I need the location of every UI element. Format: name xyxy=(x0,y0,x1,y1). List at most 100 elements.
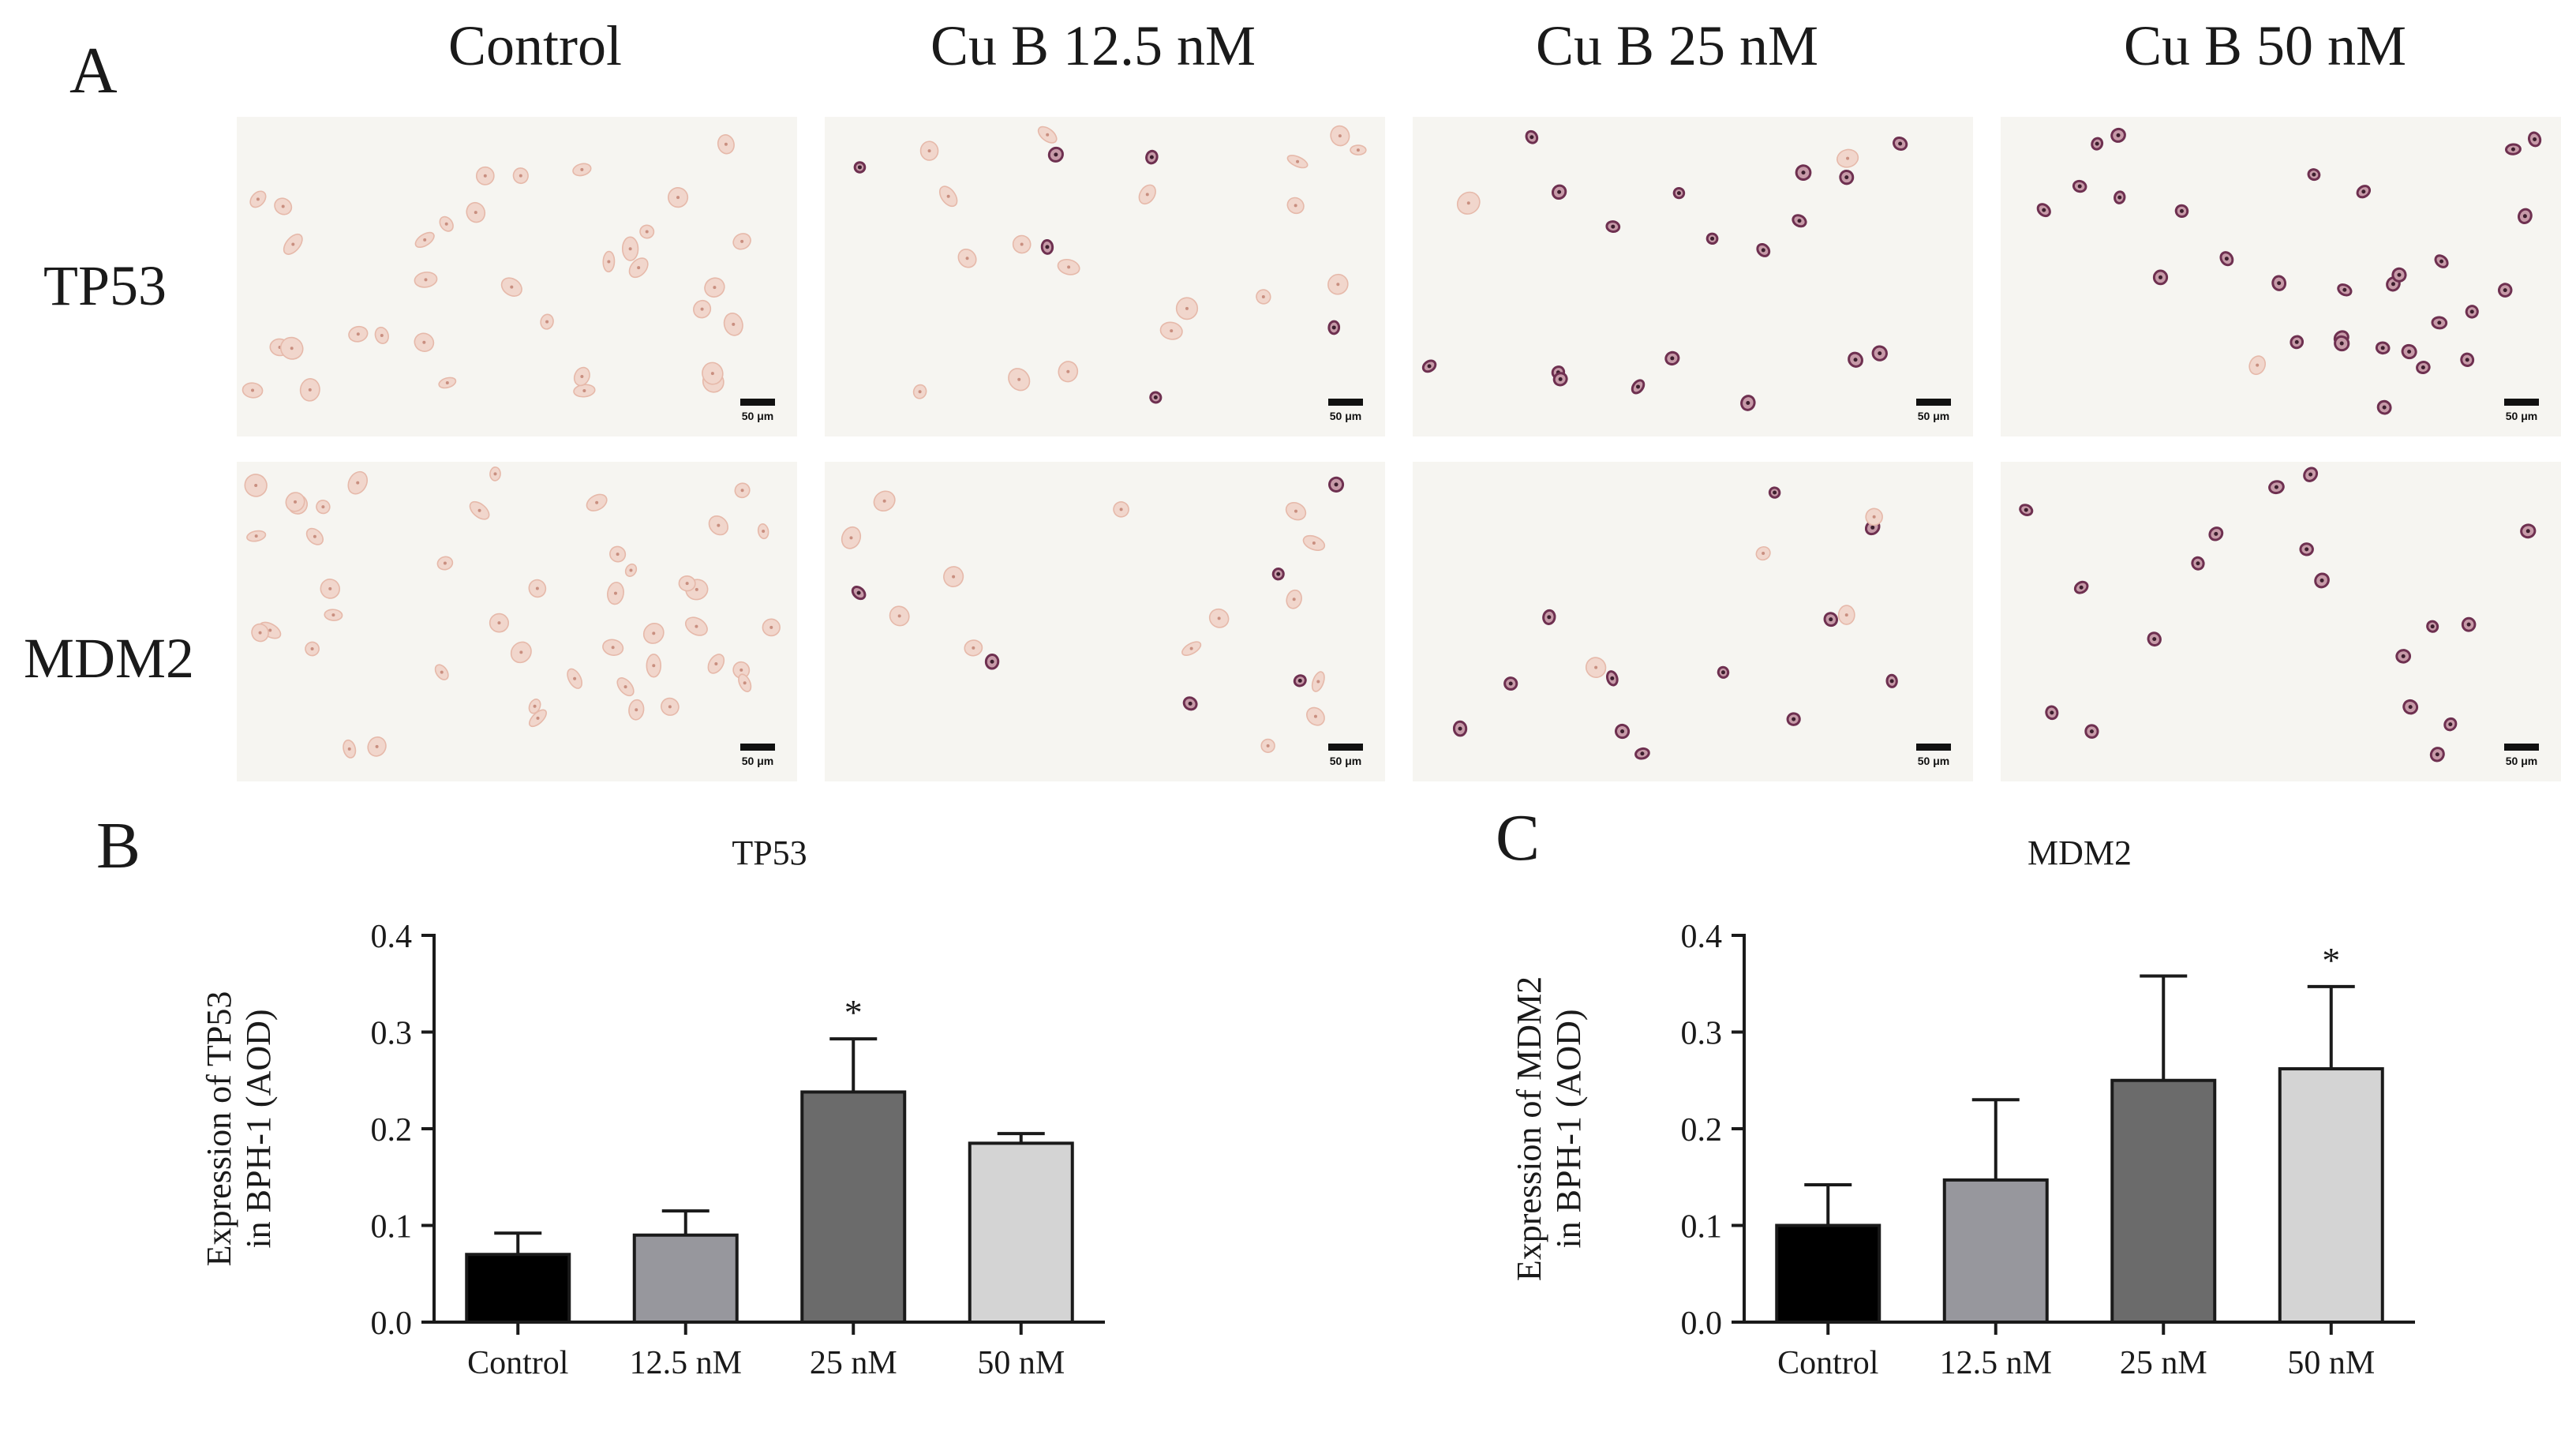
cell xyxy=(572,163,592,177)
tp53-y-axis-label: Expression of TP53in BPH-1 (AOD) xyxy=(200,991,278,1267)
cell xyxy=(1145,149,1159,165)
mdm2-y-tick-label: 0.1 xyxy=(1681,1209,1723,1246)
cell xyxy=(1551,184,1567,200)
tp53-bar-1 xyxy=(465,1253,571,1324)
cell xyxy=(938,185,958,208)
cell xyxy=(2401,343,2417,360)
mdm2-x-tick-label: 50 nM xyxy=(2287,1345,2375,1381)
cell xyxy=(704,277,725,298)
cell xyxy=(1837,605,1855,625)
cell xyxy=(1285,501,1307,521)
tp53-significance-marker: * xyxy=(844,992,863,1032)
cell xyxy=(320,579,341,599)
cell xyxy=(628,699,645,721)
cell xyxy=(2084,724,2099,739)
cell xyxy=(374,326,389,344)
cell xyxy=(414,231,435,249)
cell xyxy=(244,474,268,497)
cell xyxy=(2073,580,2089,594)
cell xyxy=(841,526,862,549)
cell xyxy=(2376,399,2392,415)
cell xyxy=(1330,125,1350,147)
micrograph-mdm2-2: 50 μm xyxy=(825,462,1385,781)
cell xyxy=(2191,556,2205,571)
cell xyxy=(512,167,529,185)
scale-bar-line xyxy=(2504,399,2539,406)
cell xyxy=(1452,720,1468,737)
cell xyxy=(1755,545,1771,561)
cell xyxy=(510,641,532,664)
cell xyxy=(1525,129,1539,144)
cell xyxy=(2443,717,2458,732)
cell xyxy=(2416,361,2431,375)
cell xyxy=(639,224,655,239)
cell xyxy=(1837,148,1859,168)
cell xyxy=(646,654,662,678)
cell xyxy=(1893,136,1908,152)
cell xyxy=(1503,676,1518,691)
tp53-x-tick-label: 12.5 nM xyxy=(630,1345,742,1381)
cell xyxy=(2527,131,2542,148)
scale-bar-label: 50 μm xyxy=(2505,410,2538,422)
cell xyxy=(528,579,547,598)
cell xyxy=(762,618,781,637)
cell xyxy=(738,673,752,692)
cell xyxy=(1792,214,1807,228)
scale-bar-label: 50 μm xyxy=(741,410,774,422)
cell xyxy=(642,622,665,644)
cell xyxy=(1181,641,1202,656)
cell xyxy=(678,575,696,592)
cell xyxy=(1631,379,1646,395)
cell xyxy=(912,384,927,399)
cell xyxy=(573,384,596,398)
tp53-y-tick-label: 0.0 xyxy=(371,1306,413,1342)
cell xyxy=(1057,258,1080,275)
cell xyxy=(2391,267,2407,283)
mdm2-x-tick-label: 25 nM xyxy=(2120,1345,2207,1381)
cell xyxy=(348,325,369,343)
cell xyxy=(1327,273,1349,295)
cell xyxy=(2303,466,2319,482)
cell xyxy=(889,605,910,627)
cell xyxy=(1302,534,1326,551)
cell xyxy=(2375,341,2391,355)
cell xyxy=(2337,283,2353,297)
cell xyxy=(528,699,541,714)
cell xyxy=(540,313,554,330)
cell xyxy=(586,493,608,511)
cell xyxy=(1182,696,1198,711)
scale-bar: 50 μm xyxy=(2499,399,2544,422)
cell xyxy=(1149,391,1163,404)
cell xyxy=(1012,234,1032,254)
micrograph-tp53-2: 50 μm xyxy=(825,117,1385,436)
column-header-12-5nm: Cu B 12.5 nM xyxy=(930,14,1256,77)
cell xyxy=(528,709,548,728)
cell xyxy=(414,332,435,352)
cell xyxy=(602,250,616,273)
cell xyxy=(2219,251,2234,267)
cell xyxy=(1286,589,1302,609)
cell xyxy=(285,492,305,512)
row-label-tp53: TP53 xyxy=(43,254,167,317)
cell xyxy=(2268,480,2285,495)
micrograph-mdm2-4: 50 μm xyxy=(2001,462,2561,781)
cell xyxy=(1040,239,1054,255)
cell xyxy=(2497,283,2513,298)
cell xyxy=(2314,572,2330,589)
cell xyxy=(242,382,264,399)
mdm2-chart-title: MDM2 xyxy=(2027,834,2132,872)
cell xyxy=(1456,191,1481,215)
cell xyxy=(1350,144,1367,155)
cell xyxy=(1615,723,1631,740)
mdm2-x-tick-label: Control xyxy=(1777,1345,1878,1381)
scale-bar: 50 μm xyxy=(1911,744,1956,767)
cell xyxy=(1871,345,1888,362)
cell xyxy=(717,134,735,155)
cell xyxy=(943,566,964,587)
cell xyxy=(2356,185,2372,199)
cell xyxy=(607,581,624,605)
cell xyxy=(299,378,320,402)
cell xyxy=(919,141,939,161)
cell xyxy=(693,299,712,319)
cell xyxy=(2429,747,2445,762)
